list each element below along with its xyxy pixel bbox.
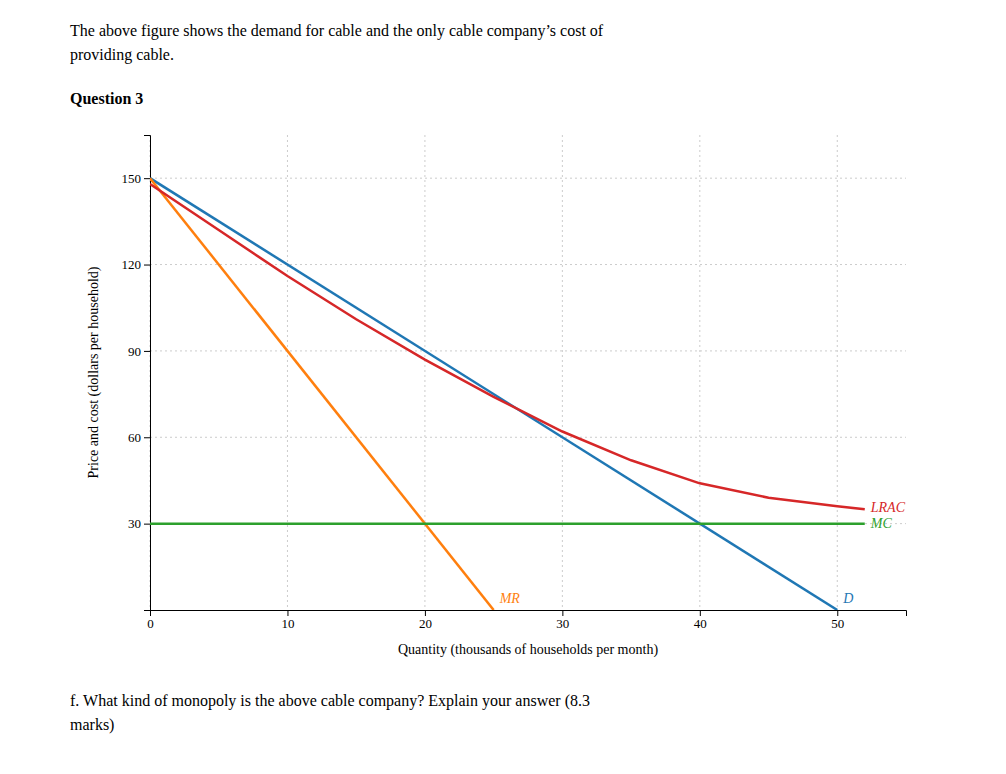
plot: 0 10 20 30 40 50 30 60 90 120 150 Quantity (thousan… — [86, 135, 907, 658]
chart: The above figure shows the demand for ca… — [0, 0, 1006, 774]
grid-line — [150, 178, 906, 179]
grid-line — [699, 135, 700, 610]
tick: 50 — [831, 610, 844, 631]
tick-mark — [144, 437, 150, 438]
curve-labels: LRACMC D MR — [499, 500, 906, 606]
tick: 120 — [122, 257, 151, 272]
axis-line — [144, 136, 151, 611]
tick-mark — [562, 610, 563, 616]
x-axis-title: Quantity (thousands of households per mo… — [398, 642, 658, 658]
tick: 150 — [122, 171, 151, 186]
grid-line — [150, 437, 906, 438]
tick-label: 120 — [122, 257, 142, 272]
tick-label: 20 — [419, 616, 432, 631]
tick-mark — [144, 351, 150, 352]
tick-label: 90 — [128, 344, 141, 359]
grid-line — [424, 135, 425, 610]
tick-label: 40 — [694, 616, 707, 631]
tick: 30 — [556, 610, 569, 631]
tick-mark — [144, 265, 150, 266]
tick-label: 50 — [831, 616, 844, 631]
tick: 30 — [128, 516, 150, 531]
curve-label: MR — [499, 591, 521, 606]
tick-mark — [837, 610, 838, 616]
grid-line — [150, 523, 906, 524]
curve-label: D — [842, 591, 853, 606]
line — [150, 184, 865, 509]
curve-label: LRAC — [870, 500, 906, 515]
tick: 0 — [147, 610, 154, 631]
tick-label: 0 — [147, 616, 154, 631]
tick: 20 — [419, 610, 432, 631]
tick: 60 — [128, 430, 150, 445]
grid-line — [150, 350, 906, 351]
lines — [150, 178, 865, 610]
tick-mark — [144, 178, 150, 179]
grid-line — [837, 135, 838, 610]
curve-label: MC — [870, 516, 893, 531]
subtitle: The above figure shows the demand for ca… — [70, 22, 604, 40]
tick-label: 30 — [556, 616, 569, 631]
line — [150, 522, 865, 525]
tick-mark — [287, 610, 288, 616]
tick-mark — [425, 610, 426, 616]
grid-line — [562, 135, 563, 610]
line — [150, 178, 494, 610]
y-axis-title: Price and cost (dollars per household) — [86, 266, 102, 478]
title: Question 3 — [70, 90, 143, 107]
tick: 90 — [128, 344, 150, 359]
y-axis: 30 60 90 120 150 — [122, 136, 151, 611]
line — [150, 178, 837, 610]
tick-label: 10 — [281, 616, 294, 631]
tick-label: 60 — [128, 430, 141, 445]
axis-line — [151, 611, 907, 617]
tick: 10 — [281, 610, 294, 631]
tick-label: 150 — [122, 171, 142, 186]
annotation: f. What kind of monopoly is the above ca… — [70, 692, 590, 710]
subtitle: providing cable. — [70, 46, 174, 64]
tick-mark — [700, 610, 701, 616]
tick-label: 30 — [128, 516, 141, 531]
tick-mark — [144, 524, 150, 525]
grid-line — [287, 135, 288, 610]
tick: 40 — [694, 610, 707, 631]
x-axis: 0 10 20 30 40 50 — [147, 610, 906, 631]
grid-line — [150, 264, 906, 265]
grid — [150, 135, 906, 610]
annotation: marks) — [70, 716, 114, 734]
